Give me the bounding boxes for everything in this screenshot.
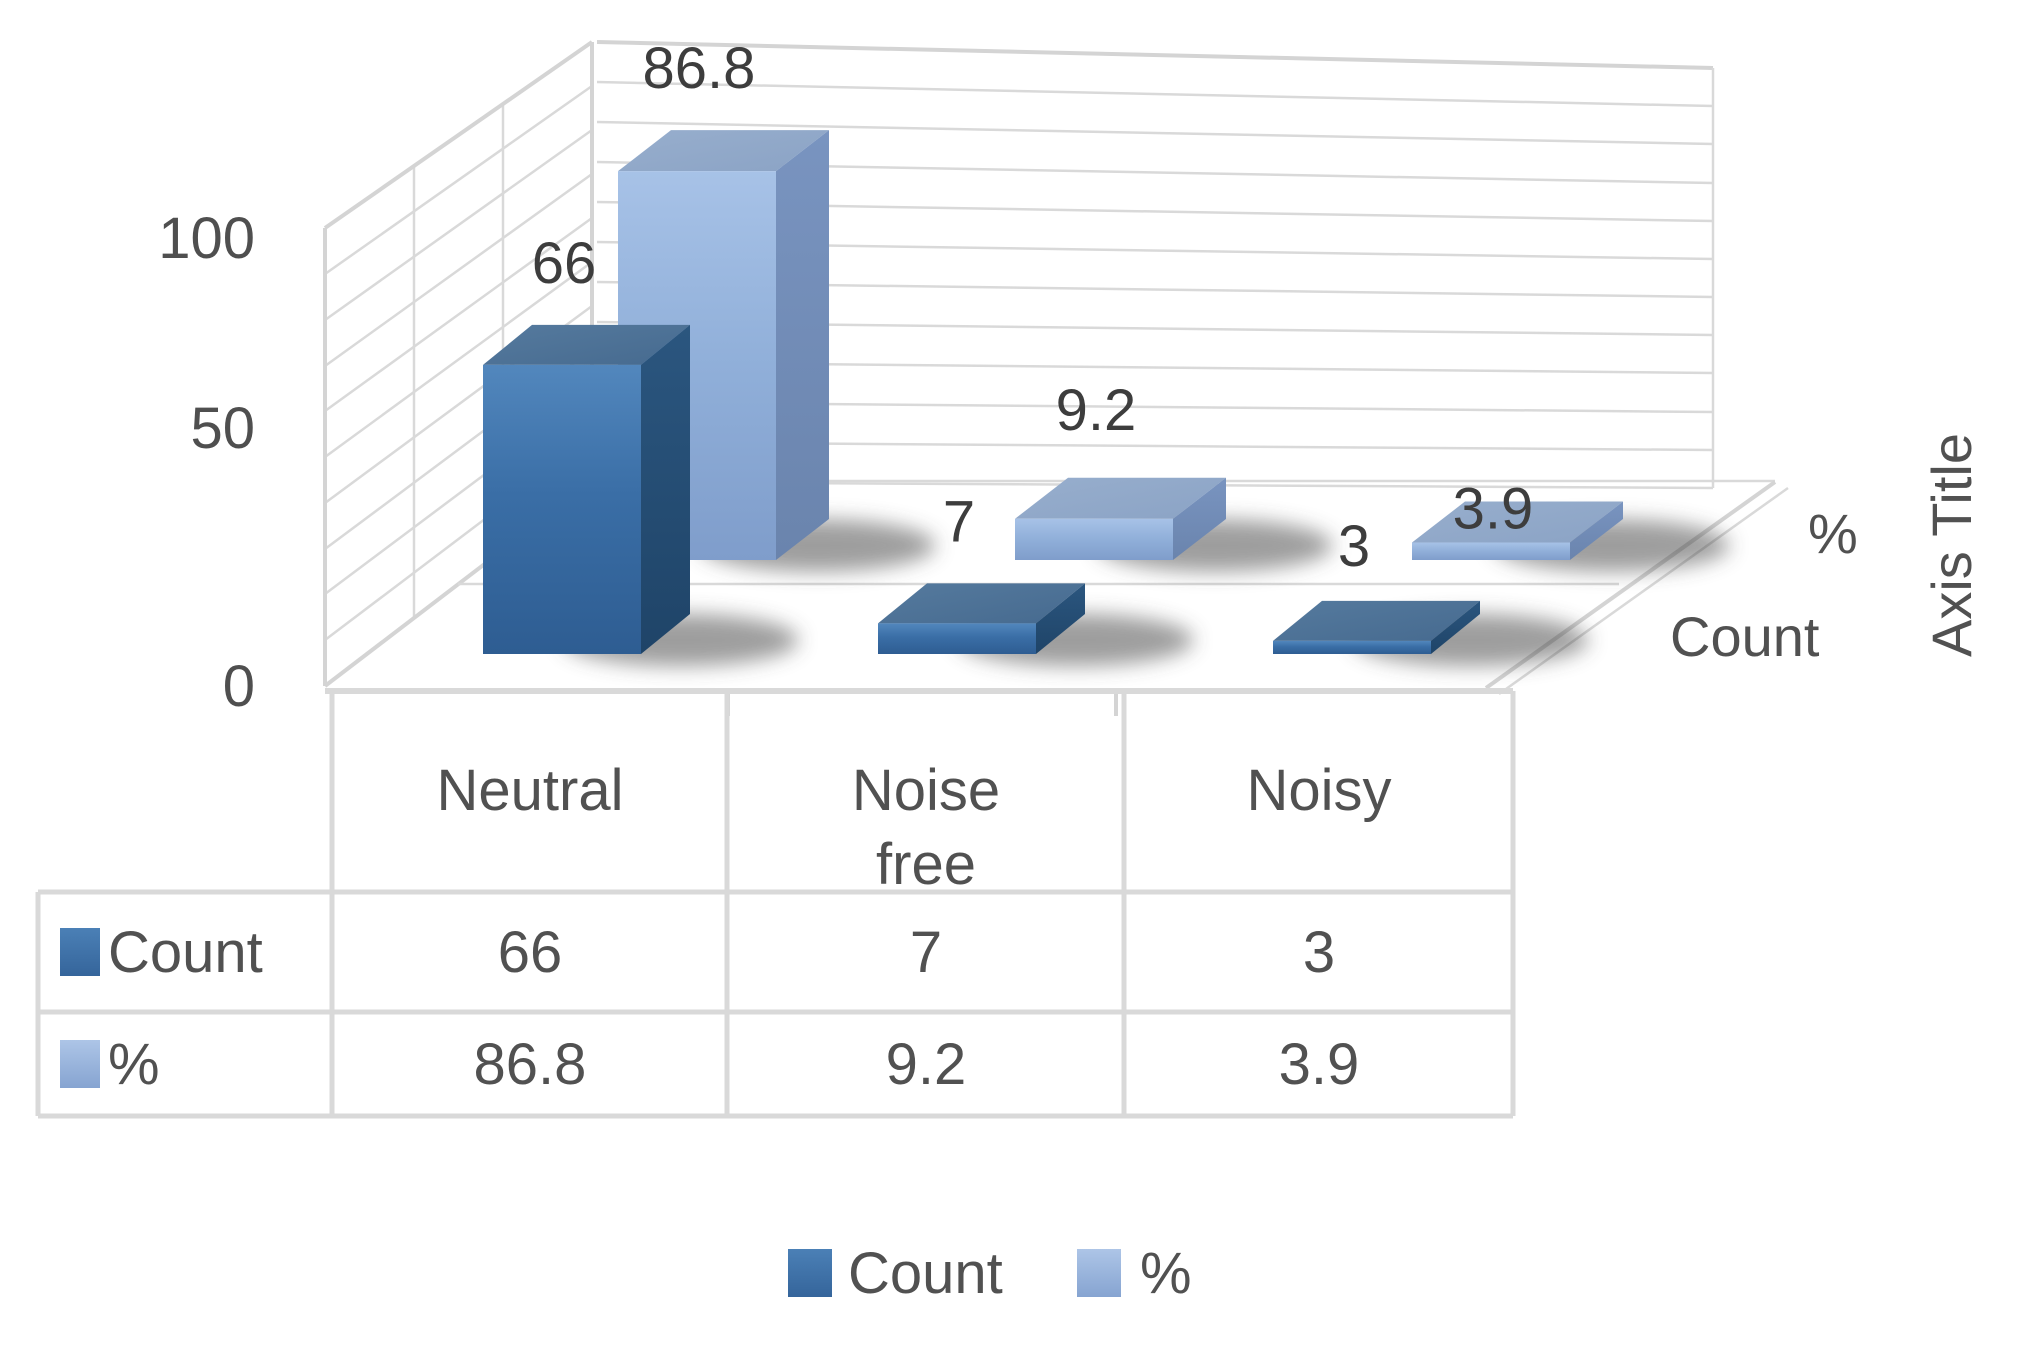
table-cell-count-noise-free: 7 xyxy=(910,920,942,985)
data-labels: 86.8 9.2 3.9 66 7 3 xyxy=(532,36,1534,579)
table-values: 66 7 3 86.8 9.2 3.9 xyxy=(474,920,1360,1097)
category-label-neutral: Neutral xyxy=(437,758,624,823)
y-tick-0: 0 xyxy=(223,654,255,719)
bar-pct-noisy xyxy=(1412,501,1623,560)
data-label-count-neutral: 66 xyxy=(532,231,597,296)
depth-axis: % Count xyxy=(1670,502,1858,668)
data-label-count-noise-free: 7 xyxy=(943,489,975,554)
y-tick-50: 50 xyxy=(190,396,255,461)
table-cell-count-neutral: 66 xyxy=(498,920,563,985)
legend-key-count xyxy=(788,1249,832,1297)
category-label-noisy: Noisy xyxy=(1246,758,1391,823)
table-key-percent xyxy=(60,1040,100,1088)
depth-label-count: Count xyxy=(1670,605,1820,668)
bar-count-noisy xyxy=(1273,600,1480,654)
bar-count-noise-free xyxy=(878,583,1085,654)
table-row-label-count: Count xyxy=(108,920,263,985)
data-label-pct-neutral: 86.8 xyxy=(643,36,756,101)
table-cell-pct-neutral: 86.8 xyxy=(474,1032,587,1097)
category-label-noise-free: Noise xyxy=(852,758,1000,823)
category-labels: Neutral Noise free Noisy xyxy=(437,758,1392,897)
bar-pct-noise-free xyxy=(1015,477,1226,560)
data-label-pct-noise-free: 9.2 xyxy=(1056,378,1137,443)
data-label-pct-noisy: 3.9 xyxy=(1453,477,1534,542)
table-key-count xyxy=(60,928,100,976)
table-cell-pct-noisy: 3.9 xyxy=(1279,1032,1360,1097)
data-label-count-noisy: 3 xyxy=(1338,514,1370,579)
legend-key-percent xyxy=(1077,1249,1121,1297)
category-label-noise-free: free xyxy=(876,832,976,897)
value-axis: 100 50 0 xyxy=(158,206,255,719)
table-row-label-percent: % xyxy=(108,1032,160,1097)
axis-title: Axis Title xyxy=(1920,433,1983,657)
table-cell-pct-noise-free: 9.2 xyxy=(886,1032,967,1097)
y-tick-100: 100 xyxy=(158,206,255,271)
depth-label-percent: % xyxy=(1808,502,1858,565)
legend-label-count: Count xyxy=(848,1241,1003,1306)
bar-count-neutral xyxy=(483,324,690,654)
legend: Count % xyxy=(788,1241,1192,1306)
bars xyxy=(483,130,1623,654)
category-ticks xyxy=(726,694,1118,716)
table-cell-count-noisy: 3 xyxy=(1303,920,1335,985)
legend-label-percent: % xyxy=(1140,1241,1192,1306)
data-table: Count % 66 7 3 86.8 9.2 3.9 xyxy=(35,688,1516,1119)
